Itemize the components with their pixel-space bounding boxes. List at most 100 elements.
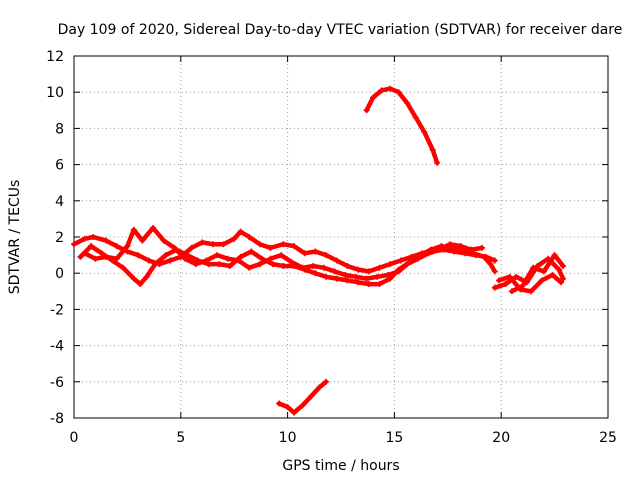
- point-track-c-28: [374, 273, 381, 280]
- point-track-f-0: [508, 288, 515, 295]
- point-track-a-1: [81, 235, 88, 242]
- point-track-c-37: [468, 246, 475, 253]
- point-track-f-4: [551, 252, 558, 259]
- point-track-a-29: [376, 264, 383, 271]
- point-track-a-14: [220, 241, 227, 248]
- point-track-a-27: [355, 266, 362, 273]
- point-track-g-1: [370, 94, 377, 101]
- point-track-c-33: [425, 250, 432, 257]
- point-track-a-4: [113, 243, 120, 250]
- point-track-f-2: [530, 264, 537, 271]
- x-tick-label-4: 20: [492, 430, 510, 446]
- point-track-c-16: [246, 264, 253, 271]
- point-track-c-12: [203, 257, 210, 264]
- point-track-b-7: [143, 273, 150, 280]
- data-series: [71, 85, 567, 416]
- point-track-g-0: [363, 107, 370, 114]
- point-track-a-28: [365, 268, 372, 275]
- point-track-c-23: [320, 264, 327, 271]
- y-tick-label-3: -2: [50, 302, 64, 318]
- point-track-d-6: [555, 266, 562, 273]
- point-track-e-6: [558, 279, 565, 286]
- y-tick-label-0: -8: [50, 411, 64, 427]
- y-tick-label-9: 10: [46, 85, 64, 101]
- point-track-c-3: [113, 255, 120, 262]
- point-track-c-8: [160, 237, 167, 244]
- point-track-b-13: [205, 261, 212, 268]
- point-track-b-2: [98, 250, 105, 257]
- point-track-c-24: [331, 268, 338, 275]
- y-tick-label-5: 2: [55, 230, 64, 246]
- x-tick-label-0: 0: [70, 430, 79, 446]
- point-track-b-28: [365, 281, 372, 288]
- point-track-h-3: [299, 402, 306, 409]
- point-track-a-22: [301, 250, 308, 257]
- point-track-a-2: [90, 234, 97, 240]
- y-tick-label-10: 12: [46, 49, 64, 65]
- x-tick-label-2: 10: [279, 430, 297, 446]
- point-track-f-1: [519, 282, 526, 289]
- point-track-a-19: [267, 244, 274, 251]
- point-track-b-20: [280, 262, 287, 269]
- point-track-h-0: [276, 400, 283, 407]
- point-track-b-0: [77, 253, 84, 260]
- series-track-f: [509, 252, 566, 294]
- y-tick-label-7: 6: [55, 158, 64, 174]
- point-track-a-31: [397, 257, 404, 264]
- point-track-c-10: [182, 255, 189, 262]
- point-track-a-26: [344, 262, 351, 269]
- point-track-a-16: [237, 228, 244, 235]
- y-tick-label-6: 4: [55, 194, 64, 210]
- point-track-b-14: [216, 261, 223, 268]
- point-track-c-5: [130, 226, 137, 233]
- point-track-c-19: [278, 252, 285, 259]
- x-tick-label-1: 5: [176, 430, 185, 446]
- x-tick-label-3: 15: [385, 430, 403, 446]
- point-track-a-18: [256, 241, 263, 248]
- series-track-g: [364, 86, 440, 166]
- point-track-a-11: [188, 244, 195, 251]
- x-tick-label-5: 25: [599, 430, 617, 446]
- point-track-b-41: [491, 268, 498, 275]
- point-track-b-29: [376, 281, 383, 288]
- point-track-b-4: [120, 264, 127, 271]
- x-axis-label: GPS time / hours: [282, 458, 399, 474]
- point-track-a-30: [387, 261, 394, 268]
- grid-lines: [74, 56, 608, 418]
- point-track-c-22: [310, 262, 317, 269]
- y-tick-label-8: 8: [55, 121, 64, 137]
- point-track-b-23: [312, 270, 319, 277]
- point-track-c-20: [288, 259, 295, 266]
- point-track-c-38: [478, 244, 485, 251]
- point-track-b-26: [344, 277, 351, 284]
- point-track-b-5: [130, 275, 137, 282]
- point-track-a-20: [280, 241, 287, 248]
- point-track-c-4: [124, 243, 131, 250]
- point-track-g-6: [412, 114, 419, 121]
- point-track-g-4: [395, 89, 402, 96]
- point-track-c-6: [139, 237, 146, 244]
- point-track-b-15: [226, 262, 233, 269]
- point-track-a-25: [333, 257, 340, 264]
- point-track-a-0: [71, 241, 77, 248]
- point-track-e-5: [549, 272, 556, 279]
- point-track-c-30: [395, 268, 402, 275]
- point-track-e-3: [528, 288, 535, 295]
- point-track-c-35: [446, 241, 453, 248]
- point-track-c-14: [224, 255, 231, 262]
- point-track-c-26: [352, 273, 359, 280]
- point-track-c-32: [414, 255, 421, 262]
- point-track-b-19: [269, 261, 276, 268]
- point-track-a-13: [209, 241, 216, 248]
- point-track-a-12: [199, 239, 206, 246]
- point-track-c-18: [267, 255, 274, 262]
- point-track-b-6: [137, 281, 144, 288]
- point-track-e-1: [506, 273, 513, 280]
- point-track-d-0: [491, 284, 498, 291]
- point-track-g-5: [404, 100, 411, 107]
- point-track-a-17: [246, 234, 253, 240]
- point-track-a-40: [491, 257, 498, 264]
- chart-title: Day 109 of 2020, Sidereal Day-to-day VTE…: [58, 22, 623, 38]
- point-track-a-24: [323, 252, 330, 259]
- y-tick-label-4: 0: [55, 266, 64, 282]
